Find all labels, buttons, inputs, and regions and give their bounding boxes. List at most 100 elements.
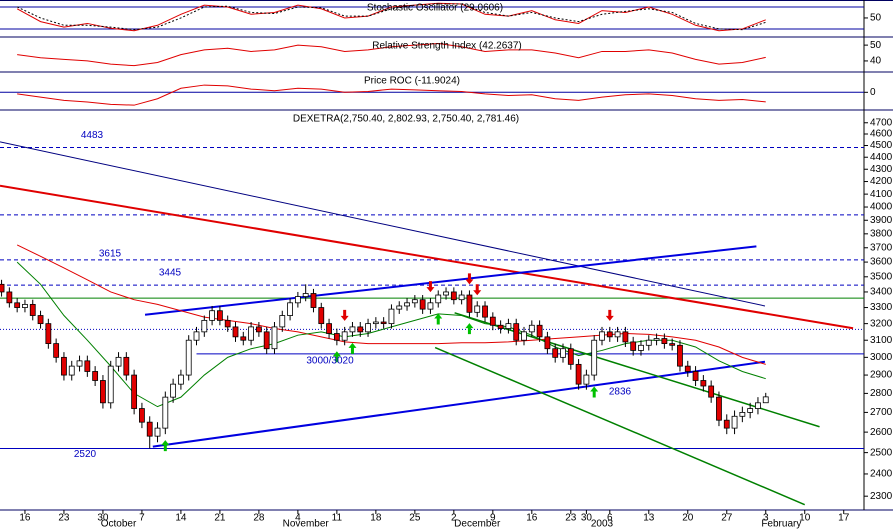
x-tick-label: 17 — [838, 513, 850, 524]
candle-body — [450, 291, 457, 301]
candle-body — [489, 316, 496, 326]
buy-arrow — [465, 323, 474, 335]
buy-arrow — [348, 342, 357, 354]
candle-body — [708, 385, 715, 398]
candle-body — [22, 303, 28, 308]
y-tick-label: 4400 — [870, 152, 893, 163]
candle-body — [193, 331, 200, 341]
x-tick-label: 23 — [565, 513, 577, 524]
x-tick-label: 11 — [332, 513, 343, 524]
y-tick-label: 3500 — [870, 271, 893, 282]
candle-body — [404, 302, 410, 307]
sell-arrow — [473, 284, 482, 296]
candle-body — [669, 343, 676, 346]
y-tick-label: 4300 — [870, 164, 893, 175]
level-label: 3000/3020 — [306, 356, 354, 367]
level-label: 2520 — [74, 449, 97, 460]
candle-body — [84, 360, 91, 372]
y-tick-label: 3400 — [870, 287, 893, 298]
candle-body — [326, 323, 332, 334]
candle-body — [653, 338, 660, 341]
candle-body — [240, 336, 247, 341]
x-tick-label: 3 — [763, 513, 769, 524]
candle-body — [536, 324, 543, 338]
candle-body — [178, 374, 184, 385]
month-label: December — [454, 519, 501, 529]
y-tick-label: 2500 — [870, 447, 893, 458]
x-tick-label: 20 — [682, 513, 694, 524]
candle-body — [271, 326, 278, 350]
y-tick-label: 3700 — [870, 242, 893, 253]
candle-body — [700, 380, 707, 387]
candle-body — [139, 408, 145, 423]
candle-body — [146, 421, 153, 437]
candle-body — [341, 331, 348, 341]
trendline — [152, 360, 766, 448]
candle-body — [411, 299, 418, 304]
candle-body — [294, 296, 301, 304]
candle-body — [154, 427, 161, 437]
candle-body — [466, 294, 473, 313]
x-tick-label: 30 — [97, 513, 109, 524]
candle-body — [53, 343, 60, 358]
trendline — [0, 141, 766, 307]
x-tick-label: 23 — [58, 513, 70, 524]
candle-body — [591, 339, 598, 376]
candle-body — [170, 383, 177, 398]
candle-body — [372, 321, 379, 325]
month-label: October — [101, 519, 137, 529]
candle-body — [599, 331, 605, 341]
y-tick-label: 40 — [870, 56, 882, 67]
y-tick-label: 3100 — [870, 335, 893, 346]
x-tick-label: 2 — [451, 513, 457, 524]
candle-body — [185, 339, 192, 376]
y-tick-label: 2900 — [870, 370, 893, 381]
candle-body — [638, 344, 644, 351]
panel-title: Stochastic Oscillator (29.0606) — [367, 3, 503, 14]
price-label: 2836 — [609, 386, 632, 397]
candle-body — [0, 283, 5, 293]
x-tick-label: 28 — [253, 513, 265, 524]
candle-body — [482, 305, 488, 318]
y-tick-label: 2300 — [870, 491, 893, 502]
x-tick-label: 21 — [214, 513, 226, 524]
candle-body — [14, 302, 21, 308]
candle-body — [92, 371, 99, 381]
buy-arrow — [434, 313, 443, 325]
x-tick-label: 16 — [526, 513, 538, 524]
trendline — [0, 184, 854, 330]
indicator-line — [16, 3, 766, 31]
candle-body — [435, 294, 442, 304]
candle-body — [318, 307, 325, 325]
x-tick-label: 30 — [581, 513, 593, 524]
sell-arrow — [605, 309, 614, 321]
y-tick-label: 4000 — [870, 202, 893, 213]
y-tick-label: 2600 — [870, 427, 893, 438]
sell-arrow — [426, 281, 435, 293]
candle-body — [388, 308, 395, 325]
y-tick-label: 3000 — [870, 352, 893, 363]
candle-body — [692, 371, 699, 381]
x-tick-label: 10 — [799, 513, 811, 524]
y-tick-label: 2800 — [870, 388, 893, 399]
candle-body — [310, 293, 317, 308]
candle-body — [287, 302, 293, 316]
candle-body — [100, 380, 106, 404]
candle-body — [396, 305, 403, 310]
plot-area — [0, 141, 864, 506]
candle-body — [528, 324, 535, 333]
y-tick-label: 4500 — [870, 140, 893, 151]
y-tick-label: 3800 — [870, 228, 893, 239]
candle-body — [419, 299, 426, 310]
level-label: 3445 — [159, 268, 182, 279]
y-tick-label: 4600 — [870, 129, 893, 140]
candle-body — [29, 303, 36, 316]
x-tick-label: 27 — [721, 513, 733, 524]
candle-body — [560, 348, 566, 358]
x-tick-label: 6 — [607, 513, 613, 524]
candle-body — [123, 356, 130, 376]
x-tick-label: 4 — [295, 513, 301, 524]
candle-body — [302, 293, 309, 297]
candle-body — [333, 333, 340, 341]
